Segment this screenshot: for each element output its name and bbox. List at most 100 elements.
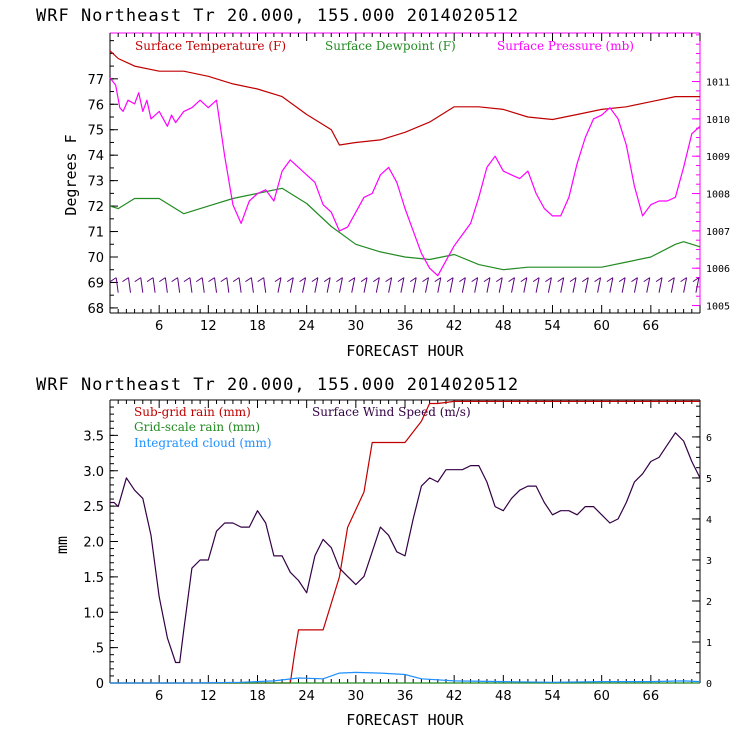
wind-barb bbox=[658, 277, 663, 293]
x-tick-label: 60 bbox=[593, 319, 610, 334]
wind-barb-flag bbox=[557, 277, 564, 283]
wind-barb bbox=[238, 277, 242, 293]
wind-barb-flag bbox=[299, 277, 306, 283]
wind-barb bbox=[201, 277, 205, 293]
y-tick-label: 69 bbox=[87, 276, 104, 291]
wind-barb-flag bbox=[122, 277, 129, 283]
x-tick-label: 18 bbox=[249, 689, 266, 704]
x-tick-label: 6 bbox=[155, 319, 163, 334]
bottom-chart-ylabel: mm bbox=[53, 536, 71, 554]
wind-barb-flag bbox=[208, 277, 215, 283]
bottom-chart-title: WRF Northeast Tr 20.000, 155.000 2014020… bbox=[36, 375, 519, 395]
wind-barb-flag bbox=[422, 277, 429, 283]
y-tick-label: .5 bbox=[92, 642, 104, 657]
y-tick-label: 75 bbox=[87, 124, 104, 139]
legend-gridscale-rain: Grid-scale rain (mm) bbox=[134, 420, 260, 434]
wind-barb-flag bbox=[483, 277, 491, 283]
wind-barb bbox=[474, 277, 479, 293]
wind-barb bbox=[670, 277, 675, 293]
x-tick-label: 24 bbox=[298, 689, 315, 704]
x-tick-label: 66 bbox=[643, 319, 660, 334]
y-tick-label: 76 bbox=[87, 98, 104, 113]
wind-barb bbox=[189, 277, 193, 293]
wind-barb-flag bbox=[245, 277, 252, 283]
wind-barb bbox=[621, 277, 626, 293]
y-tick-label: 2.0 bbox=[83, 536, 104, 551]
wind-barb-flag bbox=[146, 277, 154, 283]
wind-barb bbox=[226, 277, 230, 293]
surface-temperature-line bbox=[109, 50, 700, 146]
wind-barb bbox=[140, 277, 144, 293]
wind-barb-flag bbox=[631, 277, 638, 283]
y2-tick-label: 1007 bbox=[706, 227, 730, 238]
y2-tick-label: 1011 bbox=[706, 78, 730, 89]
wind-barb bbox=[523, 277, 528, 293]
integrated-cloud-line bbox=[110, 671, 701, 684]
y2-tick-label: 1 bbox=[706, 638, 712, 649]
wind-barb bbox=[461, 277, 466, 293]
x-tick-label: 42 bbox=[446, 689, 463, 704]
wind-barb-flag bbox=[360, 277, 368, 283]
legend-surface-pressure: Surface Pressure (mb) bbox=[497, 39, 634, 53]
y-tick-label: 77 bbox=[87, 73, 104, 88]
wind-barb bbox=[351, 277, 356, 293]
wind-barb bbox=[115, 277, 119, 293]
wind-barb bbox=[633, 277, 638, 293]
wind-barb bbox=[486, 277, 491, 293]
wind-barb-flag bbox=[348, 277, 356, 283]
x-tick-label: 54 bbox=[544, 319, 561, 334]
wind-barb-flag bbox=[220, 277, 228, 283]
wind-barb bbox=[338, 277, 343, 293]
x-tick-label: 30 bbox=[348, 689, 365, 704]
y2-tick-label: 1009 bbox=[706, 152, 730, 163]
y-tick-label: 0 bbox=[96, 677, 104, 692]
wind-barb bbox=[164, 277, 168, 293]
y-tick-label: 3.0 bbox=[83, 465, 104, 480]
wind-barb-flag bbox=[532, 277, 540, 283]
surface-dewpoint-line bbox=[109, 187, 701, 271]
wind-barb bbox=[277, 277, 282, 293]
y-tick-label: 2.5 bbox=[83, 500, 104, 515]
x-tick-label: 12 bbox=[200, 319, 217, 334]
wind-barb bbox=[547, 277, 552, 293]
wind-barb bbox=[695, 277, 700, 293]
wind-barb bbox=[683, 277, 688, 293]
wind-barb-flag bbox=[668, 277, 675, 283]
x-tick-label: 66 bbox=[643, 689, 660, 704]
wind-barb-flag bbox=[594, 277, 601, 283]
wind-barb bbox=[412, 277, 417, 293]
bottom-chart-plot-area: 6 12 18 24 30 36 42 48 54 60 660.51.01.52.02.53.03… bbox=[83, 399, 712, 704]
top-chart-ylabel: Degrees F bbox=[62, 134, 80, 215]
x-tick-label: 30 bbox=[348, 319, 365, 334]
wind-barb bbox=[263, 277, 267, 293]
wind-barb-flag bbox=[582, 277, 589, 283]
wind-barb-flag bbox=[257, 277, 264, 283]
x-tick-label: 6 bbox=[155, 689, 163, 704]
wind-barb-flag bbox=[618, 277, 626, 283]
x-tick-label: 54 bbox=[544, 689, 561, 704]
wind-barb-flag bbox=[508, 277, 515, 283]
y-tick-label: 68 bbox=[87, 302, 104, 317]
wind-barb bbox=[560, 277, 565, 293]
sub-grid-rain-line bbox=[110, 400, 700, 684]
wind-barb bbox=[572, 277, 577, 293]
wind-barb bbox=[609, 277, 614, 293]
top-chart-title: WRF Northeast Tr 20.000, 155.000 2014020… bbox=[36, 6, 519, 26]
wind-barb-flag bbox=[495, 277, 503, 283]
y-tick-label: 3.5 bbox=[83, 429, 104, 444]
wind-barb bbox=[498, 277, 503, 293]
wind-barb-flag bbox=[692, 277, 700, 283]
wind-barb-flag bbox=[287, 277, 294, 283]
wind-barb bbox=[400, 277, 405, 293]
y2-tick-label: 1006 bbox=[706, 264, 730, 275]
wind-barb bbox=[289, 277, 294, 293]
y-tick-label: 70 bbox=[87, 251, 104, 266]
x-tick-label: 42 bbox=[446, 319, 463, 334]
legend-subgrid-rain: Sub-grid rain (mm) bbox=[134, 405, 251, 419]
x-tick-label: 12 bbox=[200, 689, 217, 704]
y2-tick-label: 1008 bbox=[706, 190, 730, 201]
wind-barb-flag bbox=[471, 277, 478, 283]
surface-pressure-line bbox=[109, 77, 701, 277]
x-tick-label: 60 bbox=[593, 689, 610, 704]
surface-wind-speed-line bbox=[110, 432, 701, 664]
